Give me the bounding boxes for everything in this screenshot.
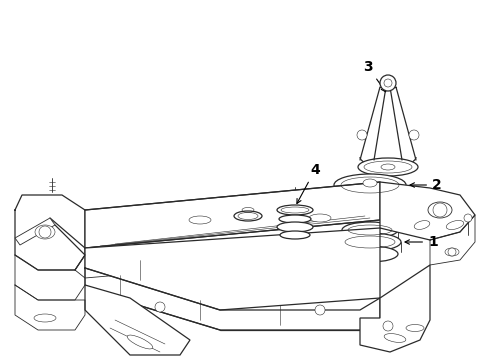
Circle shape (356, 130, 366, 140)
Circle shape (408, 130, 418, 140)
Circle shape (314, 305, 325, 315)
Ellipse shape (444, 248, 458, 256)
Ellipse shape (279, 215, 310, 223)
Ellipse shape (446, 220, 463, 230)
Ellipse shape (127, 335, 152, 349)
Ellipse shape (341, 222, 397, 238)
Circle shape (432, 203, 446, 217)
Ellipse shape (189, 216, 210, 224)
Polygon shape (85, 182, 379, 248)
Ellipse shape (276, 205, 312, 215)
Ellipse shape (308, 214, 330, 222)
Ellipse shape (405, 324, 423, 332)
Text: 4: 4 (296, 163, 319, 203)
Polygon shape (85, 285, 190, 355)
Ellipse shape (35, 225, 55, 239)
Circle shape (382, 321, 392, 331)
Ellipse shape (34, 314, 56, 322)
Text: 3: 3 (363, 60, 385, 92)
Ellipse shape (427, 202, 451, 218)
Text: 2: 2 (409, 178, 441, 192)
Polygon shape (359, 265, 429, 352)
Polygon shape (15, 218, 55, 245)
Ellipse shape (234, 211, 262, 221)
Ellipse shape (276, 222, 312, 232)
Circle shape (463, 214, 471, 222)
Ellipse shape (280, 231, 309, 239)
Ellipse shape (341, 246, 397, 262)
Circle shape (379, 75, 395, 91)
Text: 1: 1 (404, 235, 437, 249)
Ellipse shape (362, 179, 376, 187)
Circle shape (155, 302, 164, 312)
Circle shape (447, 248, 455, 256)
Ellipse shape (338, 233, 400, 251)
Ellipse shape (384, 334, 405, 342)
Ellipse shape (413, 221, 429, 229)
Circle shape (39, 226, 51, 238)
Polygon shape (85, 228, 379, 310)
Polygon shape (379, 182, 474, 240)
Ellipse shape (333, 174, 405, 196)
Ellipse shape (357, 158, 417, 176)
